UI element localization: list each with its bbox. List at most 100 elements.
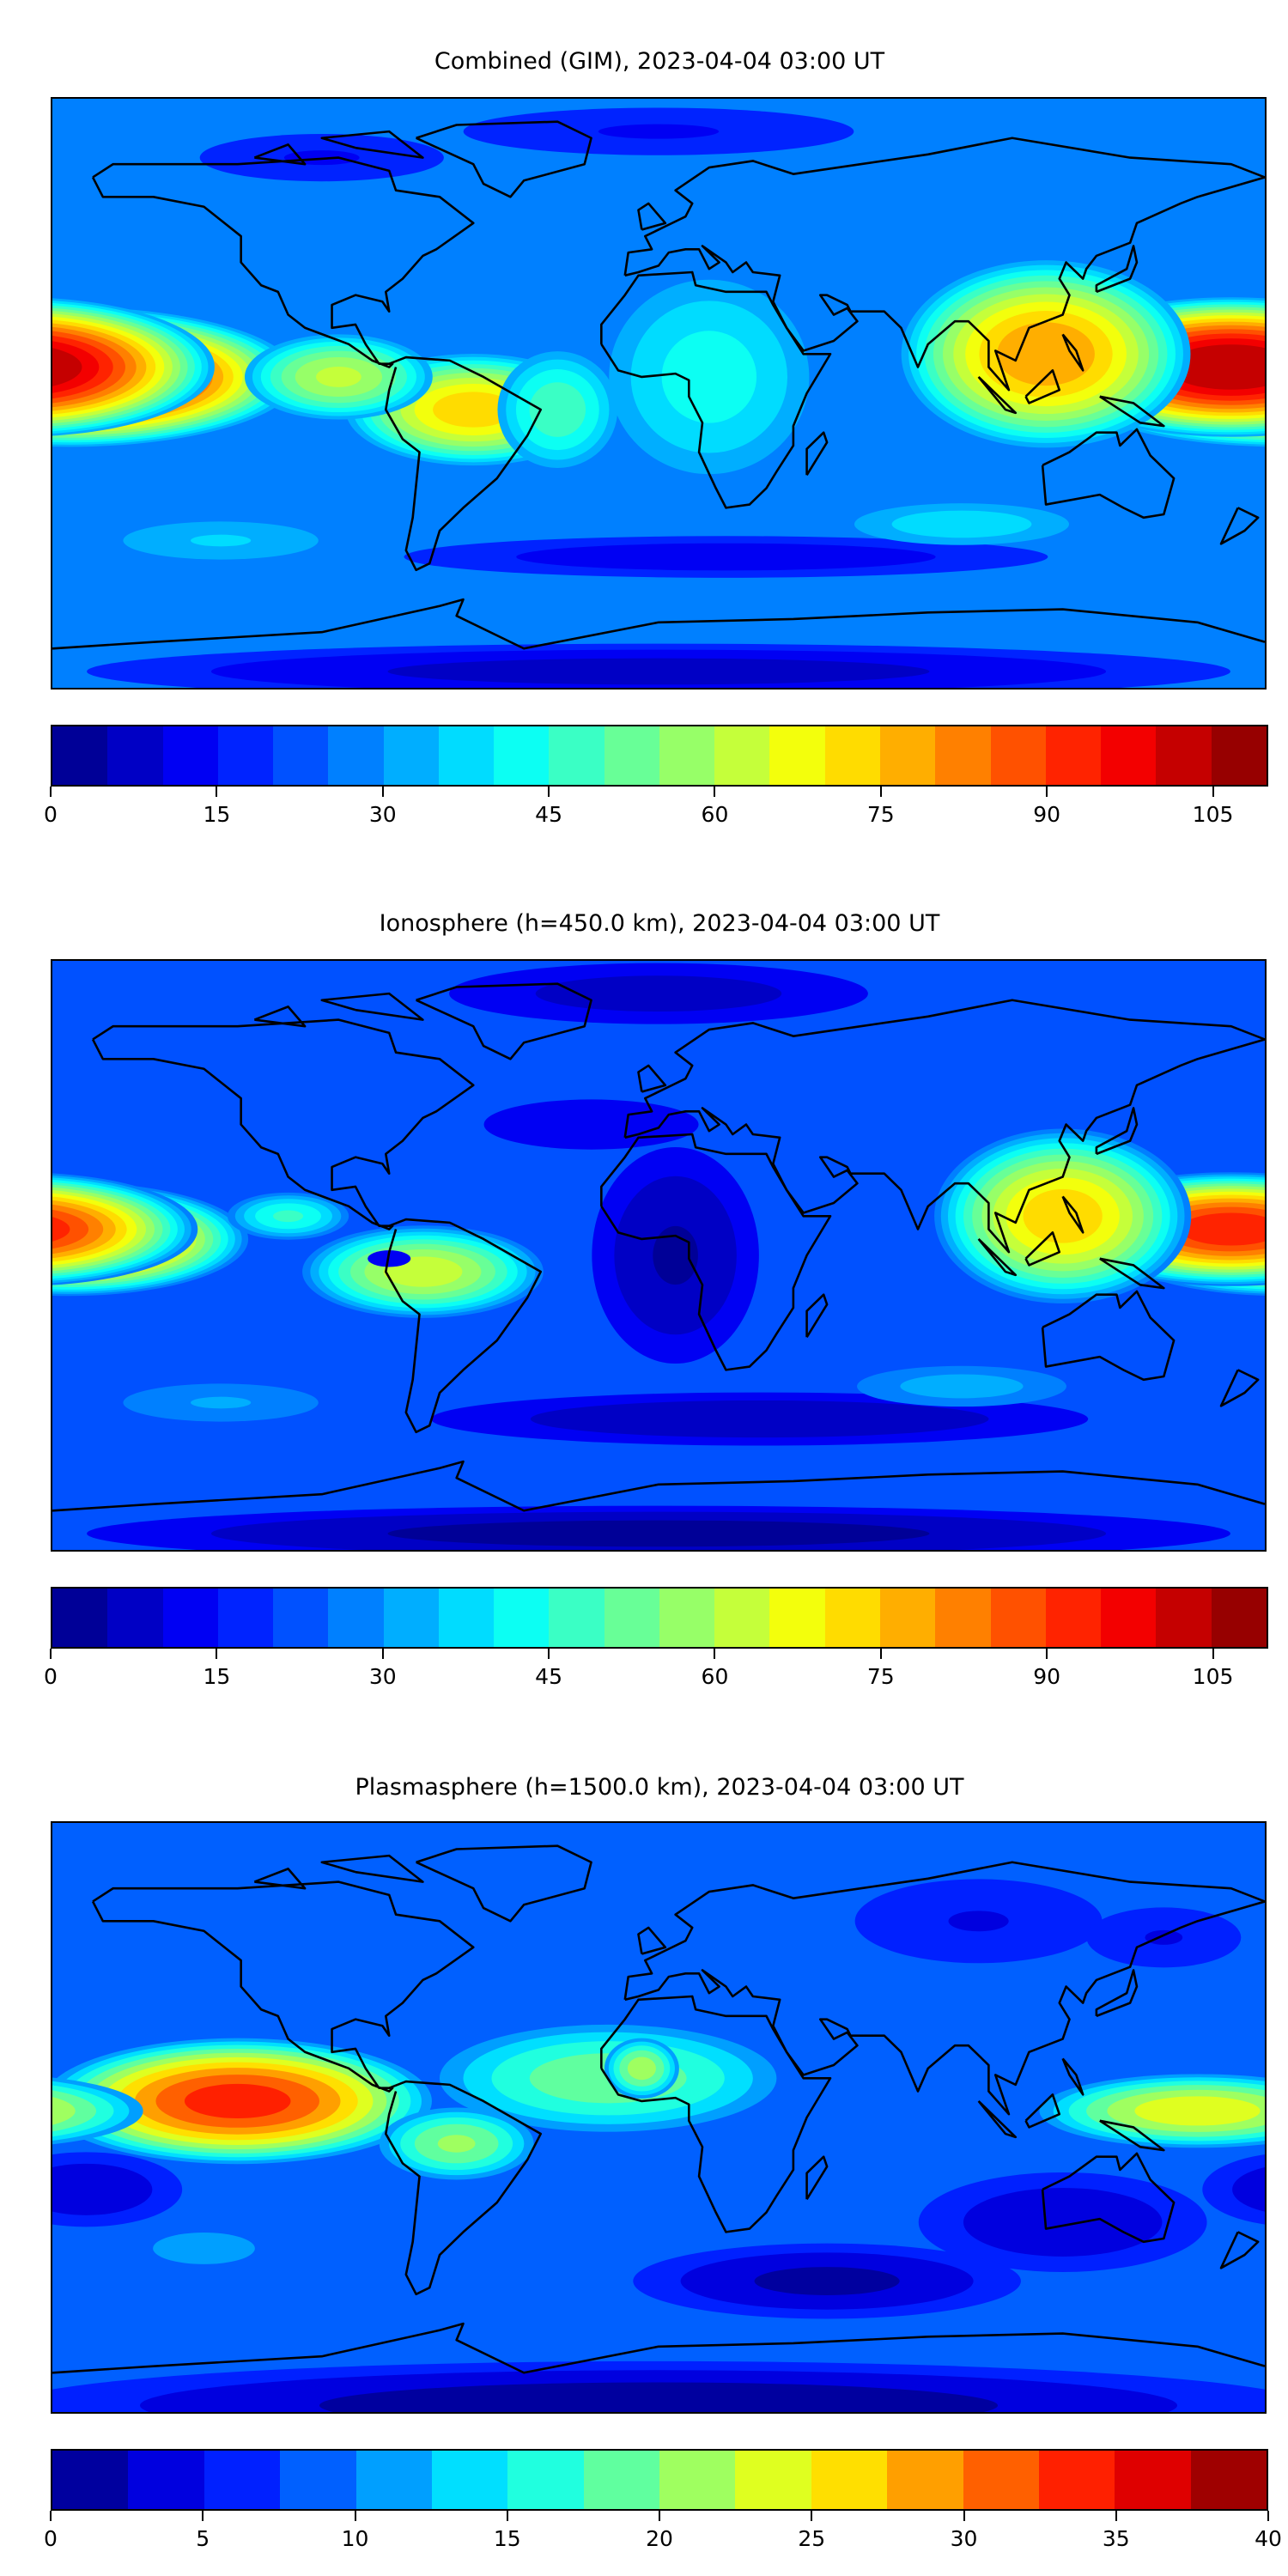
contour-level bbox=[184, 2083, 291, 2118]
tick-label: 30 bbox=[368, 802, 397, 827]
contour-level bbox=[52, 2097, 76, 2125]
contour-level bbox=[1168, 344, 1265, 390]
tick-mark bbox=[381, 1649, 384, 1659]
panel-title: Plasmasphere (h=1500.0 km), 2023-04-04 0… bbox=[355, 1774, 964, 1801]
tick-label: 40 bbox=[1255, 2526, 1282, 2551]
colorbar-bin bbox=[107, 726, 163, 785]
panel-title: Ionosphere (h=450.0 km), 2023-04-04 03:0… bbox=[379, 910, 940, 937]
colorbar bbox=[51, 2449, 1268, 2511]
map-svg bbox=[52, 99, 1265, 688]
tick-label: 0 bbox=[44, 802, 58, 827]
coastline bbox=[979, 377, 1016, 413]
contour-level bbox=[52, 2389, 97, 2412]
coastline bbox=[1221, 507, 1258, 544]
contour-level bbox=[1180, 1212, 1265, 1246]
coastline bbox=[1042, 1291, 1174, 1380]
coastline bbox=[979, 1239, 1016, 1275]
colorbar-bin bbox=[507, 2451, 584, 2509]
contour-level bbox=[316, 367, 361, 387]
contour-level bbox=[997, 322, 1095, 386]
tick-mark bbox=[963, 2511, 965, 2521]
tick-mark bbox=[548, 787, 550, 797]
tick-mark bbox=[50, 787, 52, 797]
coastline bbox=[807, 1295, 828, 1338]
tick-mark bbox=[548, 1649, 550, 1659]
contour-level bbox=[900, 1374, 1024, 1399]
coastline bbox=[601, 272, 830, 507]
colorbar-bin bbox=[769, 1589, 825, 1647]
colorbar-bin bbox=[1101, 726, 1157, 785]
coastline bbox=[1026, 1232, 1060, 1265]
colorbar-bin bbox=[879, 726, 936, 785]
coastline bbox=[416, 1846, 592, 1922]
tick-label: 90 bbox=[1033, 1664, 1061, 1689]
tick-mark bbox=[381, 787, 384, 797]
tick-mark bbox=[50, 1649, 52, 1659]
colorbar-bin bbox=[438, 1589, 495, 1647]
tick-mark bbox=[50, 2511, 52, 2521]
colorbar-bin bbox=[963, 2451, 1039, 2509]
tick-mark bbox=[216, 787, 218, 797]
coastline bbox=[625, 1862, 1265, 2114]
coastline bbox=[638, 1066, 665, 1091]
colorbar-bin bbox=[52, 726, 108, 785]
contour-level bbox=[191, 1396, 252, 1409]
colorbar-bin bbox=[879, 1589, 936, 1647]
colorbar-bin bbox=[1038, 2451, 1115, 2509]
tick-label: 20 bbox=[646, 2526, 673, 2551]
coastline bbox=[1026, 370, 1060, 403]
tick-mark bbox=[216, 1649, 218, 1659]
tick-label: 30 bbox=[368, 1664, 397, 1689]
contour-level bbox=[52, 1217, 70, 1242]
coastline bbox=[807, 433, 828, 476]
tec-map-combined bbox=[51, 97, 1267, 690]
colorbar-bin bbox=[735, 2451, 811, 2509]
tick-mark bbox=[354, 2511, 356, 2521]
coastline bbox=[1097, 246, 1137, 292]
coastline bbox=[601, 1996, 830, 2232]
tick-mark bbox=[1212, 1649, 1214, 1659]
tick-label: 35 bbox=[1102, 2526, 1130, 2551]
colorbar-bin bbox=[273, 1589, 329, 1647]
coastline bbox=[1026, 2094, 1060, 2127]
colorbar-bin bbox=[128, 2451, 204, 2509]
contour-level bbox=[754, 2267, 900, 2295]
colorbar-bin bbox=[1190, 2451, 1267, 2509]
colorbar-bin bbox=[1045, 726, 1102, 785]
contour-level bbox=[387, 658, 930, 685]
tick-mark bbox=[1267, 2511, 1269, 2521]
tick-mark bbox=[879, 787, 882, 797]
coastline bbox=[93, 158, 473, 368]
contour-level bbox=[483, 1099, 699, 1150]
contour-level bbox=[52, 348, 82, 386]
coastline bbox=[386, 2081, 540, 2294]
colorbar-bin bbox=[162, 1589, 218, 1647]
coastline bbox=[386, 1219, 540, 1432]
colorbar-bin bbox=[549, 726, 605, 785]
tick-label: 75 bbox=[866, 802, 895, 827]
colorbar-bin bbox=[1211, 726, 1267, 785]
coastline bbox=[601, 1134, 830, 1370]
coastline bbox=[638, 204, 665, 229]
coastline bbox=[52, 2324, 1265, 2372]
tick-label: 60 bbox=[701, 802, 729, 827]
colorbar-bin bbox=[52, 1589, 108, 1647]
coastline bbox=[322, 131, 423, 157]
colorbar-bin bbox=[204, 2451, 281, 2509]
colorbar-bin bbox=[217, 1589, 274, 1647]
colorbar-bin bbox=[714, 1589, 770, 1647]
colorbar-bin bbox=[1115, 2451, 1191, 2509]
contour-level bbox=[516, 543, 936, 571]
tick-label: 0 bbox=[44, 1664, 58, 1689]
coastline bbox=[1097, 1971, 1137, 2016]
tick-label: 30 bbox=[950, 2526, 978, 2551]
tick-mark bbox=[202, 2511, 204, 2521]
tick-label: 45 bbox=[535, 802, 562, 827]
colorbar-bin bbox=[438, 726, 495, 785]
colorbar-bin bbox=[383, 726, 439, 785]
coastline bbox=[52, 1461, 1265, 1510]
colorbar-bin bbox=[494, 726, 550, 785]
coastline bbox=[1042, 429, 1174, 518]
tick-label: 0 bbox=[44, 2526, 58, 2551]
tick-mark bbox=[879, 1649, 882, 1659]
